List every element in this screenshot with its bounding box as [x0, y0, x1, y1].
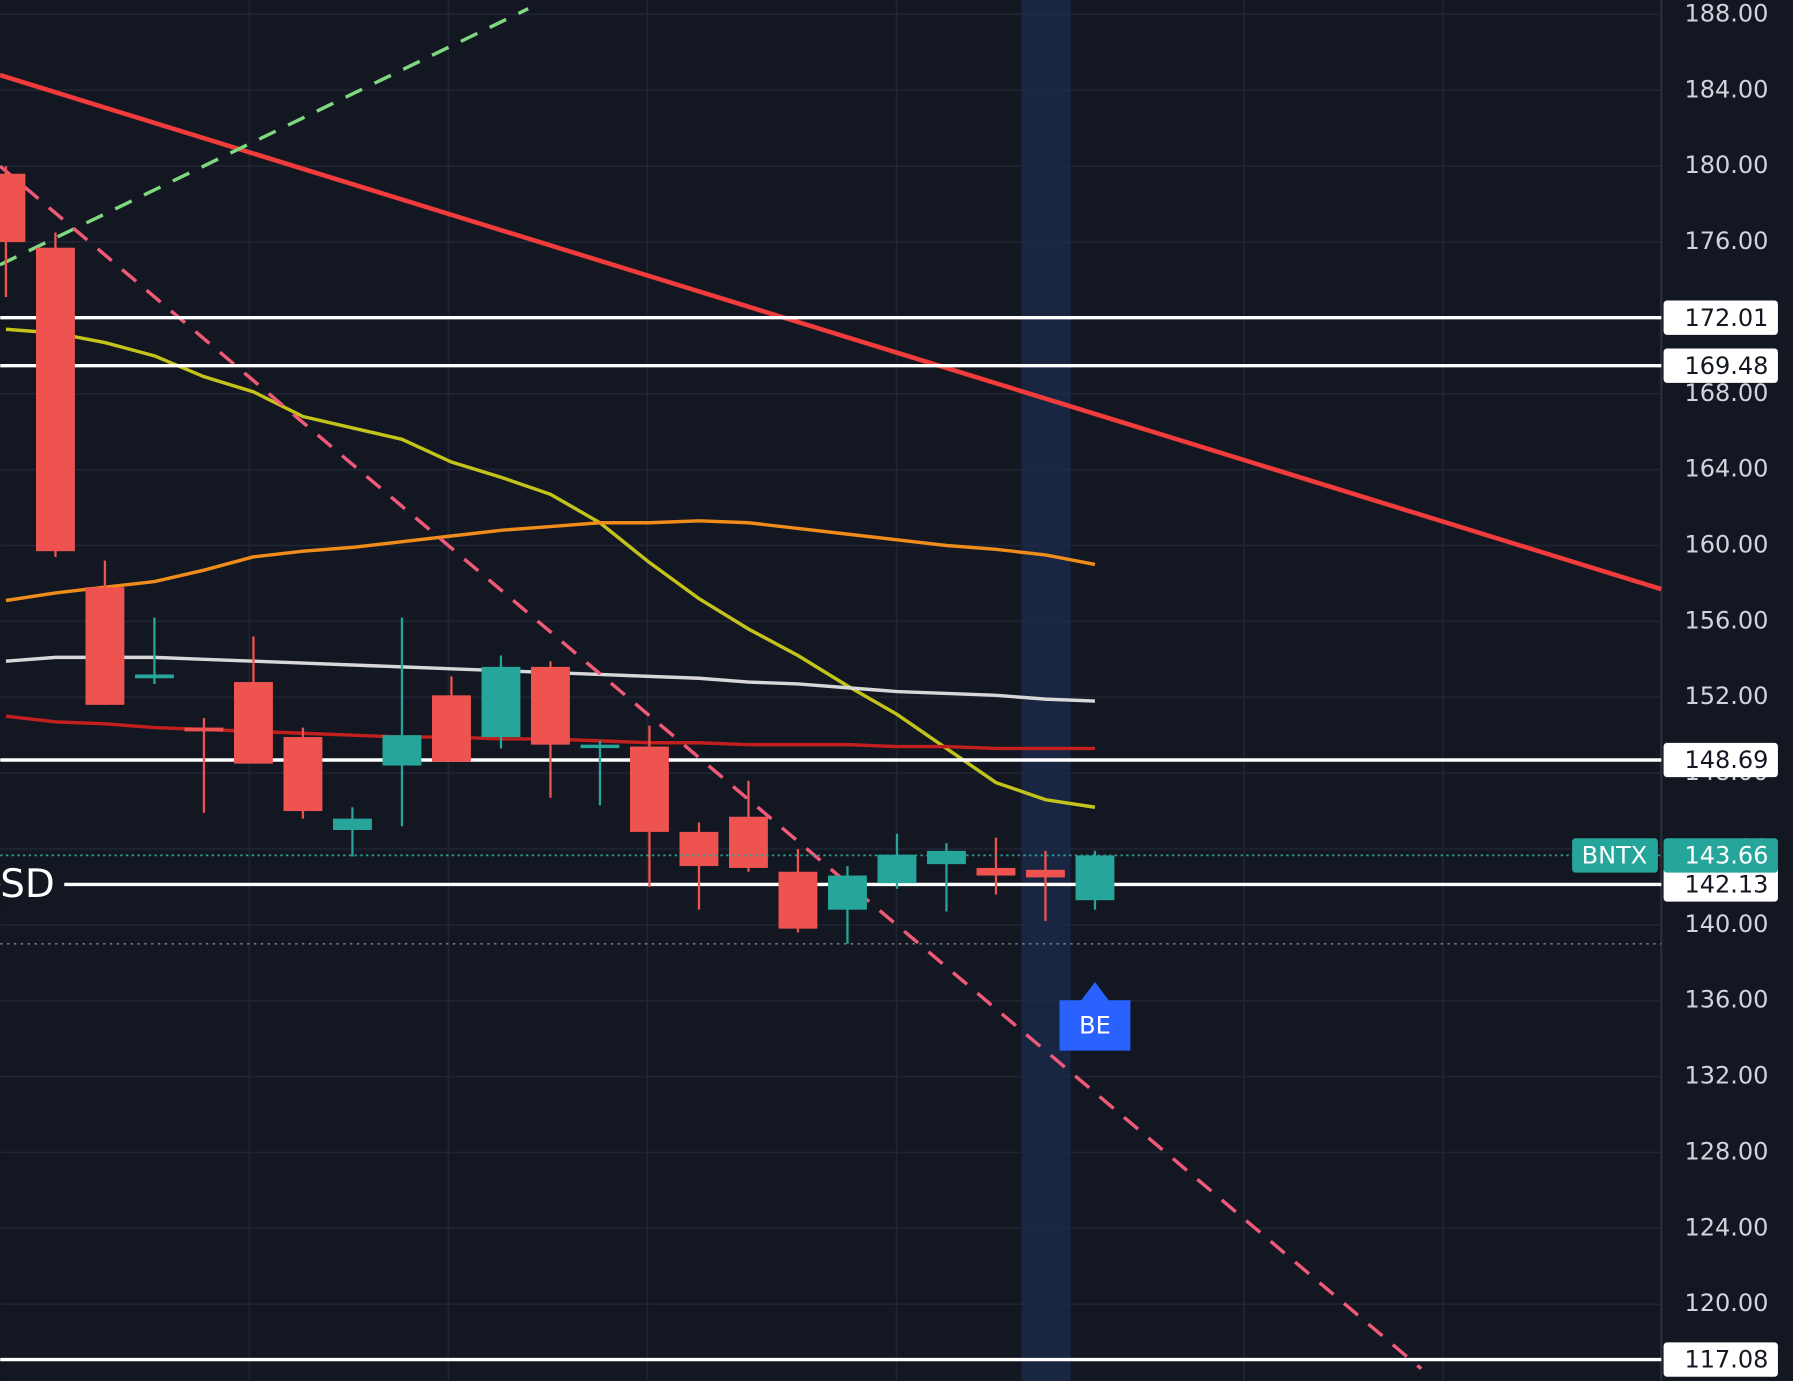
level-label-box: [1663, 300, 1778, 335]
candle-body: [1075, 855, 1115, 901]
candle-body: [333, 818, 372, 831]
candle-body: [828, 875, 867, 910]
candle-body: [976, 867, 1016, 876]
candle-body: [184, 727, 224, 732]
y-tick-label: 120.00: [1684, 1289, 1768, 1317]
candle-body: [382, 735, 422, 766]
candle-body: [234, 682, 273, 764]
y-tick-label: 180.00: [1684, 151, 1768, 179]
y-tick-label: 156.00: [1684, 606, 1768, 634]
y-tick-label: 176.00: [1684, 227, 1768, 255]
y-tick-label: 152.00: [1684, 682, 1768, 710]
candle-body: [927, 850, 966, 865]
candle-body: [85, 587, 125, 705]
symbol-label: BNTX: [1582, 842, 1648, 870]
level-label: 172.01: [1684, 304, 1768, 332]
candle-body: [877, 854, 917, 884]
y-tick-label: 140.00: [1684, 910, 1768, 938]
level-label-box: [1663, 1342, 1778, 1377]
last-price-label: 143.66: [1684, 842, 1768, 870]
level-label: 142.13: [1684, 871, 1768, 899]
y-tick-label: 188.00: [1684, 0, 1768, 27]
candle-body: [432, 695, 471, 762]
trendline: [0, 72, 1662, 592]
candle-body: [283, 737, 323, 812]
candle-body: [729, 816, 768, 868]
y-tick-label: 128.00: [1684, 1137, 1768, 1165]
candle-body: [36, 247, 75, 552]
y-tick-label: 160.00: [1684, 530, 1768, 558]
candle-body: [778, 871, 818, 929]
y-tick-label: 184.00: [1684, 75, 1768, 103]
level-label-box: [1663, 348, 1778, 383]
signal-label: BE: [1079, 1012, 1111, 1040]
level-label: 148.69: [1684, 746, 1768, 774]
signal-badge: [1059, 982, 1131, 1051]
y-tick-label: 164.00: [1684, 455, 1768, 483]
candle-body: [481, 666, 521, 738]
moving-average: [5, 327, 1096, 809]
moving-average: [5, 519, 1096, 603]
y-tick-label: 136.00: [1684, 986, 1768, 1014]
annotation-bg: [0, 859, 65, 910]
annotation: SD: [0, 862, 55, 907]
candle-body: [1026, 869, 1065, 878]
trendline: [0, 164, 1423, 1370]
candle-body: [531, 666, 570, 745]
symbol-box: [1572, 838, 1658, 873]
last-price-box: [1663, 838, 1778, 873]
candle-body: [630, 746, 669, 832]
level-label: 169.48: [1684, 352, 1768, 380]
candle-body: [580, 744, 620, 749]
highlight-column: [1021, 0, 1071, 1381]
candle-body: [679, 831, 719, 867]
level-label-box: [1663, 867, 1778, 902]
candle-body: [135, 674, 174, 679]
y-tick-label: 168.00: [1684, 379, 1768, 407]
level-label-box: [1663, 742, 1778, 778]
level-label: 117.08: [1684, 1346, 1768, 1374]
y-tick-label: 124.00: [1684, 1213, 1768, 1241]
y-tick-label: 132.00: [1684, 1062, 1768, 1090]
trendline: [0, 7, 529, 267]
candle-body: [0, 173, 26, 243]
